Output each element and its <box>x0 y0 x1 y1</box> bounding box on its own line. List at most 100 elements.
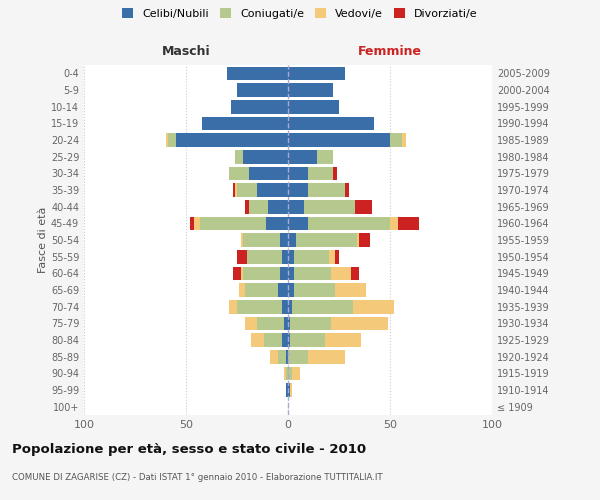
Bar <box>231 100 288 114</box>
Bar <box>227 66 288 80</box>
Bar <box>331 316 388 330</box>
Bar <box>239 283 245 297</box>
Bar <box>167 133 176 147</box>
Bar <box>288 233 296 247</box>
Bar <box>294 283 335 297</box>
Bar <box>358 233 359 247</box>
Bar <box>245 200 249 213</box>
Bar <box>245 316 257 330</box>
Bar <box>355 200 371 213</box>
Bar <box>288 350 308 364</box>
Bar <box>233 266 241 280</box>
Bar <box>288 366 292 380</box>
Text: Femmine: Femmine <box>358 45 422 58</box>
Bar <box>288 250 294 264</box>
Bar <box>266 216 288 230</box>
Bar <box>241 266 243 280</box>
Bar <box>269 350 278 364</box>
Bar <box>288 300 292 314</box>
Bar <box>288 266 294 280</box>
Bar <box>402 133 406 147</box>
Bar <box>202 116 288 130</box>
Bar <box>325 333 361 347</box>
Text: COMUNE DI ZAGARISE (CZ) - Dati ISTAT 1° gennaio 2010 - Elaborazione TUTTITALIA.I: COMUNE DI ZAGARISE (CZ) - Dati ISTAT 1° … <box>12 472 383 482</box>
Bar <box>237 250 247 264</box>
Bar <box>243 150 288 164</box>
Bar <box>398 216 419 230</box>
Bar <box>308 183 345 197</box>
Bar <box>282 300 288 314</box>
Bar <box>286 350 288 364</box>
Bar <box>288 100 339 114</box>
Bar <box>237 300 282 314</box>
Bar <box>335 283 365 297</box>
Bar <box>345 183 349 197</box>
Bar <box>235 150 243 164</box>
Bar <box>249 200 268 213</box>
Bar <box>351 266 359 280</box>
Bar <box>257 316 284 330</box>
Bar <box>251 333 263 347</box>
Bar <box>237 83 288 97</box>
Bar <box>294 250 329 264</box>
Bar <box>329 250 335 264</box>
Bar <box>390 216 398 230</box>
Bar <box>176 133 288 147</box>
Bar <box>290 316 331 330</box>
Text: Popolazione per età, sesso e stato civile - 2010: Popolazione per età, sesso e stato civil… <box>12 442 366 456</box>
Bar <box>353 300 394 314</box>
Bar <box>390 133 402 147</box>
Bar <box>288 216 308 230</box>
Bar <box>333 166 337 180</box>
Bar <box>286 383 288 397</box>
Bar <box>290 333 325 347</box>
Bar <box>241 233 243 247</box>
Bar <box>245 283 278 297</box>
Bar <box>278 350 286 364</box>
Bar <box>166 133 167 147</box>
Bar <box>280 233 288 247</box>
Bar <box>335 250 339 264</box>
Bar <box>288 133 390 147</box>
Bar <box>286 366 288 380</box>
Bar <box>292 366 300 380</box>
Bar <box>229 300 237 314</box>
Y-axis label: Fasce di età: Fasce di età <box>38 207 48 273</box>
Legend: Celibi/Nubili, Coniugati/e, Vedovi/e, Divorziati/e: Celibi/Nubili, Coniugati/e, Vedovi/e, Di… <box>122 8 478 19</box>
Bar <box>308 350 345 364</box>
Bar <box>308 216 390 230</box>
Bar <box>268 200 288 213</box>
Bar <box>257 183 288 197</box>
Bar <box>288 183 308 197</box>
Bar <box>282 333 288 347</box>
Bar <box>292 300 353 314</box>
Bar <box>296 233 358 247</box>
Bar <box>200 216 266 230</box>
Bar <box>284 316 288 330</box>
Bar <box>288 166 308 180</box>
Bar <box>235 183 237 197</box>
Bar <box>288 200 304 213</box>
Bar <box>288 283 294 297</box>
Bar <box>308 166 333 180</box>
Text: Maschi: Maschi <box>161 45 211 58</box>
Bar <box>249 166 288 180</box>
Bar <box>290 383 292 397</box>
Bar <box>288 383 290 397</box>
Bar <box>263 333 282 347</box>
Bar <box>288 116 374 130</box>
Bar <box>288 150 317 164</box>
Bar <box>331 266 351 280</box>
Bar <box>317 150 333 164</box>
Bar <box>288 83 333 97</box>
Bar <box>288 333 290 347</box>
Bar <box>237 183 257 197</box>
Bar <box>278 283 288 297</box>
Bar <box>233 183 235 197</box>
Bar <box>243 266 280 280</box>
Bar <box>282 250 288 264</box>
Bar <box>304 200 355 213</box>
Bar <box>190 216 194 230</box>
Bar <box>194 216 200 230</box>
Bar <box>284 366 286 380</box>
